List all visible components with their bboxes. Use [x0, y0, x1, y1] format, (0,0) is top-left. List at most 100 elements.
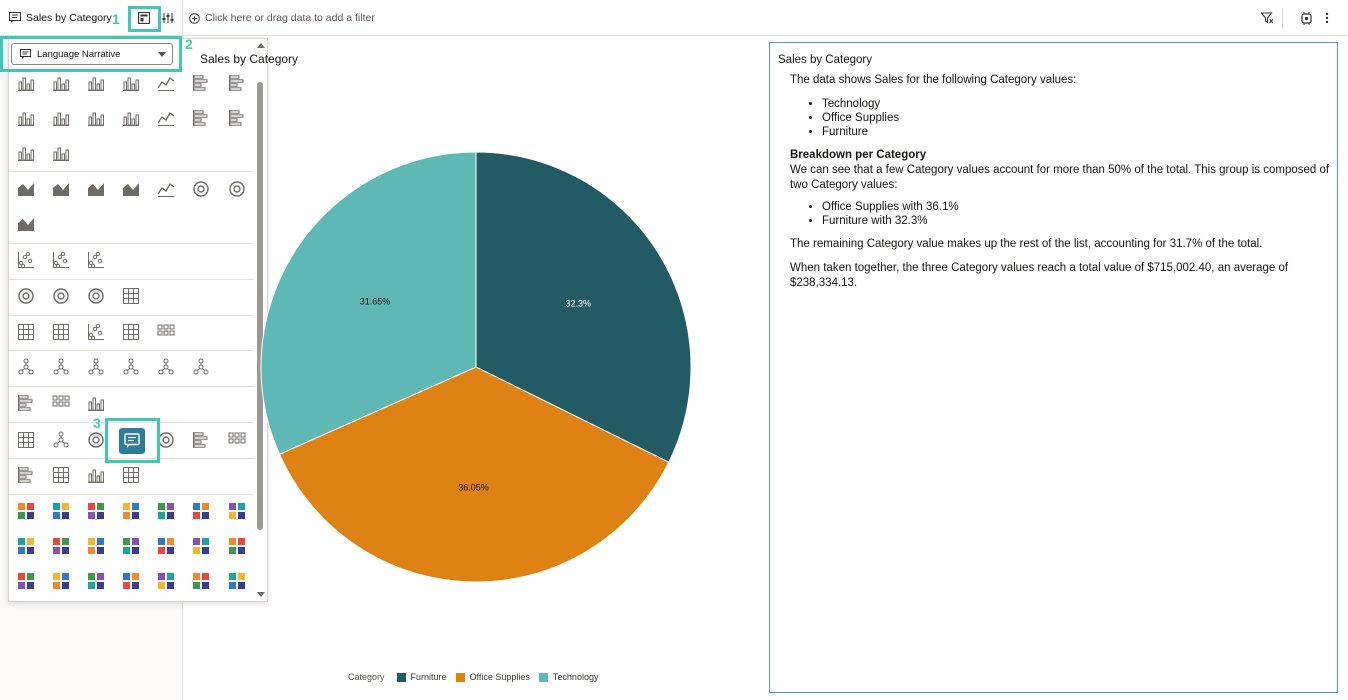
viz-type-option[interactable]	[154, 355, 178, 379]
viz-type-option[interactable]	[189, 106, 213, 130]
pie-slice-office-supplies[interactable]	[278, 366, 670, 583]
properties-button[interactable]	[160, 10, 176, 26]
scroll-down-arrow[interactable]	[257, 592, 265, 597]
viz-type-option[interactable]	[84, 499, 108, 523]
viz-type-option[interactable]	[154, 534, 178, 558]
viz-type-option[interactable]	[225, 106, 249, 130]
viz-type-option[interactable]	[154, 320, 178, 344]
language-narrative-panel[interactable]: Sales by Category The data shows Sales f…	[769, 42, 1338, 693]
viz-type-option[interactable]	[84, 284, 108, 308]
viz-type-option[interactable]	[49, 534, 73, 558]
viz-language-narrative[interactable]	[119, 428, 145, 454]
viz-type-option[interactable]	[119, 499, 143, 523]
viz-type-option[interactable]	[84, 106, 108, 130]
viz-type-option[interactable]	[119, 284, 143, 308]
scroll-up-arrow[interactable]	[257, 43, 265, 48]
viz-type-option[interactable]	[49, 177, 73, 201]
viz-type-option[interactable]	[49, 141, 73, 165]
viz-type-option[interactable]	[225, 499, 249, 523]
legend-item-office-supplies[interactable]: Office Supplies	[455, 672, 530, 682]
viz-type-option[interactable]	[119, 534, 143, 558]
viz-type-option[interactable]	[154, 177, 178, 201]
viz-type-option[interactable]	[14, 463, 38, 487]
visualization-type-select[interactable]: Language Narrative	[11, 43, 173, 65]
viz-type-option[interactable]	[189, 428, 213, 452]
viz-type-option[interactable]	[84, 248, 108, 272]
picker-scrollbar[interactable]	[257, 82, 263, 530]
viz-type-option[interactable]	[49, 248, 73, 272]
viz-type-option[interactable]	[189, 177, 213, 201]
viz-type-option[interactable]	[14, 428, 38, 452]
viz-type-option[interactable]	[14, 141, 38, 165]
viz-type-option[interactable]	[14, 284, 38, 308]
viz-type-option[interactable]	[14, 499, 38, 523]
chart-type-icon	[88, 112, 104, 126]
viz-type-option[interactable]	[119, 177, 143, 201]
viz-type-option[interactable]	[84, 355, 108, 379]
viz-type-option[interactable]	[189, 71, 213, 95]
filter-toggle-button[interactable]	[1259, 10, 1275, 26]
viz-type-option[interactable]	[154, 499, 178, 523]
viz-type-option[interactable]	[14, 569, 38, 593]
viz-type-option[interactable]	[154, 569, 178, 593]
viz-type-option[interactable]	[189, 534, 213, 558]
viz-type-option[interactable]	[225, 569, 249, 593]
viz-type-option[interactable]	[84, 428, 108, 452]
viz-type-option[interactable]	[225, 177, 249, 201]
viz-type-option[interactable]	[84, 320, 108, 344]
filter-placeholder: Click here or drag data to add a filter	[205, 12, 375, 24]
viz-type-option[interactable]	[189, 355, 213, 379]
viz-type-option[interactable]	[14, 320, 38, 344]
viz-type-option[interactable]	[225, 534, 249, 558]
viz-type-option[interactable]	[84, 71, 108, 95]
viz-type-option[interactable]	[84, 391, 108, 415]
viz-type-option[interactable]	[119, 355, 143, 379]
chart-type-icon	[157, 324, 175, 336]
viz-type-option[interactable]	[119, 106, 143, 130]
viz-type-option[interactable]	[84, 534, 108, 558]
viz-type-option[interactable]	[49, 463, 73, 487]
viz-type-option[interactable]	[189, 499, 213, 523]
more-menu-button[interactable]	[1319, 10, 1335, 26]
viz-type-option[interactable]	[14, 106, 38, 130]
canvas-title[interactable]: Sales by Category	[26, 12, 112, 24]
viz-type-option[interactable]	[84, 569, 108, 593]
auto-insights-button[interactable]	[1298, 10, 1314, 26]
viz-type-option[interactable]	[49, 71, 73, 95]
viz-type-option[interactable]	[14, 71, 38, 95]
viz-type-option[interactable]	[119, 71, 143, 95]
viz-type-option[interactable]	[225, 428, 249, 452]
viz-type-option[interactable]	[49, 284, 73, 308]
viz-type-option[interactable]	[189, 569, 213, 593]
viz-type-option[interactable]	[14, 534, 38, 558]
viz-type-option[interactable]	[14, 391, 38, 415]
viz-type-option[interactable]	[49, 391, 73, 415]
viz-type-option[interactable]	[14, 212, 38, 236]
viz-type-option[interactable]	[154, 106, 178, 130]
viz-type-option[interactable]	[49, 499, 73, 523]
viz-type-option[interactable]	[14, 248, 38, 272]
viz-type-option[interactable]	[225, 71, 249, 95]
chart-type-icon	[123, 503, 139, 519]
visualization-picker-button[interactable]	[136, 10, 152, 26]
legend-item-furniture[interactable]: Furniture	[396, 672, 447, 682]
viz-type-option[interactable]	[119, 320, 143, 344]
viz-type-option[interactable]	[119, 569, 143, 593]
viz-type-option[interactable]	[49, 569, 73, 593]
viz-type-option[interactable]	[154, 71, 178, 95]
pie-slice-furniture[interactable]	[475, 151, 692, 463]
viz-type-option[interactable]	[49, 106, 73, 130]
viz-type-option[interactable]	[49, 320, 73, 344]
pie-slice-technology[interactable]	[260, 151, 477, 455]
legend-item-technology[interactable]: Technology	[538, 672, 598, 682]
viz-type-option[interactable]	[84, 463, 108, 487]
viz-type-option[interactable]	[14, 177, 38, 201]
filter-bar[interactable]: Click here or drag data to add a filter	[189, 12, 375, 24]
viz-type-option[interactable]	[14, 355, 38, 379]
viz-type-option[interactable]	[119, 463, 143, 487]
viz-type-option[interactable]	[49, 355, 73, 379]
chart-type-icon	[123, 538, 139, 554]
viz-type-option[interactable]	[49, 428, 73, 452]
viz-type-option[interactable]	[84, 177, 108, 201]
chart-type-icon	[123, 112, 139, 126]
